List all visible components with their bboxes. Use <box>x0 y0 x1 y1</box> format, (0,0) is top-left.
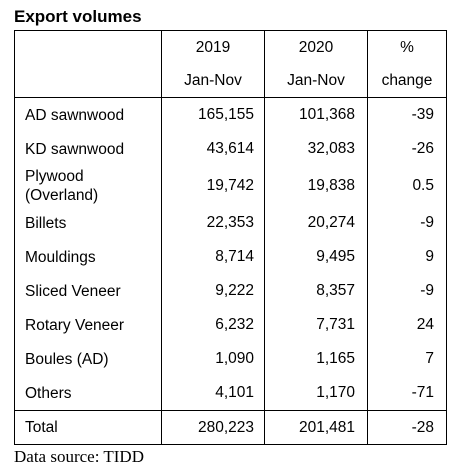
header-2019-period: Jan-Nov <box>161 65 265 98</box>
header-pct-label: change <box>367 65 447 98</box>
value-change: -9 <box>367 274 447 308</box>
value-2019: 8,714 <box>161 240 265 274</box>
value-2020: 7,731 <box>264 308 368 342</box>
total-change: -28 <box>367 410 447 445</box>
value-2019: 22,353 <box>161 206 265 240</box>
data-source-note: Data source: TIDD <box>14 447 144 466</box>
row-label: Billets <box>25 214 67 232</box>
row-label: KD sawnwood <box>25 140 125 158</box>
export-volumes-table: 2019 2020 % Jan-Nov Jan-Nov change AD sa… <box>14 30 447 445</box>
table-row: Rotary Veneer 6,232 7,731 24 <box>15 308 447 342</box>
value-2020: 19,838 <box>264 166 368 206</box>
header-2020-year: 2020 <box>264 30 368 65</box>
table-row: Billets 22,353 20,274 -9 <box>15 206 447 240</box>
header-empty-cell <box>14 65 162 98</box>
table-title: Export volumes <box>14 7 142 26</box>
value-2020: 8,357 <box>264 274 368 308</box>
header-row-periods: Jan-Nov Jan-Nov change <box>14 65 447 98</box>
total-2020: 201,481 <box>264 410 368 445</box>
value-2020: 101,368 <box>264 97 368 132</box>
table-row: KD sawnwood 43,614 32,083 -26 <box>15 132 447 166</box>
value-2020: 20,274 <box>264 206 368 240</box>
value-2020: 1,165 <box>264 342 368 376</box>
value-2020: 9,495 <box>264 240 368 274</box>
header-2019-year: 2019 <box>161 30 265 65</box>
header-row-years: 2019 2020 % <box>15 30 447 66</box>
value-change: -39 <box>367 97 447 132</box>
value-2019: 165,155 <box>161 97 265 132</box>
value-change: 7 <box>367 342 447 376</box>
table-row: Mouldings 8,714 9,495 9 <box>15 240 447 274</box>
value-change: 24 <box>367 308 447 342</box>
table-row: Plywood (Overland) 19,742 19,838 0.5 <box>15 166 447 206</box>
total-2019: 280,223 <box>161 410 265 445</box>
value-2019: 43,614 <box>161 132 265 166</box>
value-change: 0.5 <box>367 166 447 206</box>
row-label: Others <box>25 384 72 402</box>
value-2020: 1,170 <box>264 376 368 411</box>
value-2019: 9,222 <box>161 274 265 308</box>
row-label: AD sawnwood <box>25 106 125 124</box>
value-2019: 1,090 <box>161 342 265 376</box>
row-label: Boules (AD) <box>25 350 109 368</box>
table-row: AD sawnwood 165,155 101,368 -39 <box>15 97 447 132</box>
header-empty-cell <box>15 31 162 66</box>
header-pct-symbol: % <box>367 30 447 65</box>
row-label: Rotary Veneer <box>25 316 125 334</box>
value-2019: 6,232 <box>161 308 265 342</box>
row-label: Mouldings <box>25 248 96 266</box>
value-2019: 19,742 <box>161 166 265 206</box>
value-change: 9 <box>367 240 447 274</box>
table-row: Others 4,101 1,170 -71 <box>15 376 447 411</box>
row-label-line1: Plywood <box>25 168 84 185</box>
row-label-line2: (Overland) <box>25 187 99 204</box>
header-2020-period: Jan-Nov <box>264 65 368 98</box>
total-row: Total 280,223 201,481 -28 <box>14 410 447 445</box>
row-label: Plywood (Overland) <box>15 166 162 206</box>
row-label: Sliced Veneer <box>25 282 121 300</box>
value-2019: 4,101 <box>161 376 265 411</box>
value-change: -26 <box>367 132 447 166</box>
total-label: Total <box>14 410 162 445</box>
value-2020: 32,083 <box>264 132 368 166</box>
table-row: Boules (AD) 1,090 1,165 7 <box>15 342 447 376</box>
table-row: Sliced Veneer 9,222 8,357 -9 <box>15 274 447 308</box>
value-change: -71 <box>367 376 447 411</box>
value-change: -9 <box>367 206 447 240</box>
